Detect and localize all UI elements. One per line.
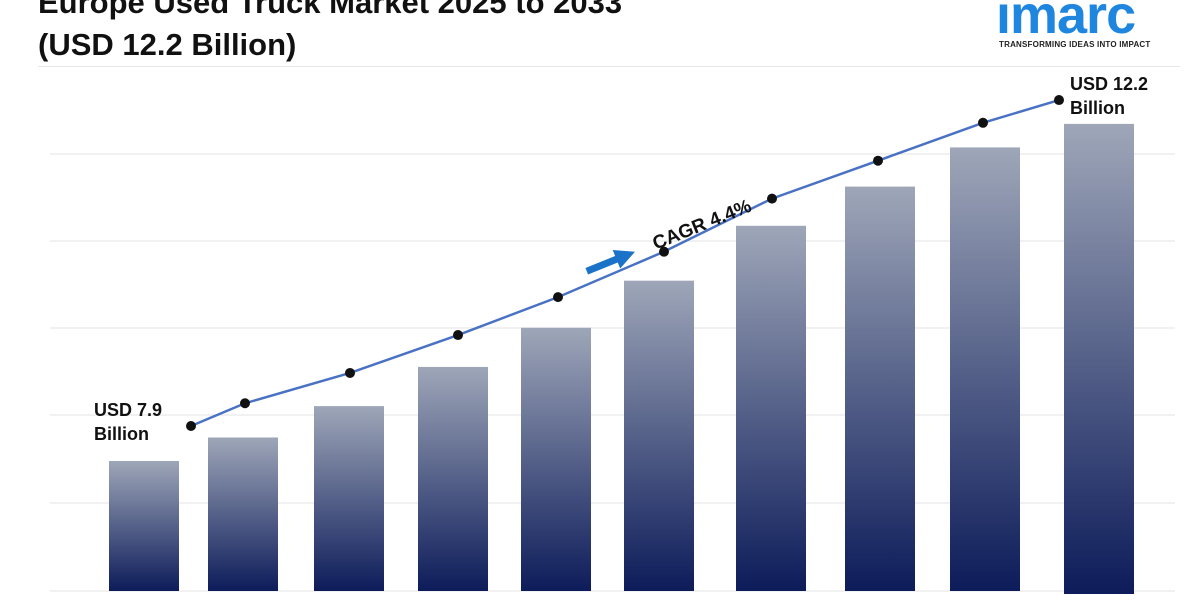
cagr-arrow-shaft xyxy=(585,255,620,275)
bar-1 xyxy=(109,461,179,591)
trend-line-group xyxy=(190,98,1060,428)
chart-title-line-1: Europe Used Truck Market 2025 to 2033 xyxy=(38,0,623,20)
start-value-callout: USD 7.9 Billion xyxy=(94,398,162,446)
trend-point-9 xyxy=(978,117,988,128)
start-value-line-1: USD 7.9 xyxy=(94,400,163,420)
chart-subtitle: (USD 12.2 Billion) xyxy=(38,27,297,62)
trend-point-10 xyxy=(1054,95,1064,106)
bar-4 xyxy=(418,366,488,591)
end-value-line-2: Billion xyxy=(1070,98,1125,118)
trend-line xyxy=(190,98,1060,428)
bar-6 xyxy=(624,280,694,591)
trend-point-7 xyxy=(767,193,777,204)
trend-point-4 xyxy=(453,330,463,341)
trend-markers xyxy=(186,95,1064,431)
trend-point-5 xyxy=(553,292,563,303)
trend-point-6 xyxy=(659,246,669,257)
trend-point-3 xyxy=(345,367,355,378)
end-value-callout: USD 12.2 Billion xyxy=(1070,72,1148,120)
bar-8 xyxy=(845,186,915,591)
imarc-logo: imarc TRANSFORMING IDEAS INTO IMPACT xyxy=(996,0,1196,54)
bar-10 xyxy=(1064,123,1134,594)
end-value-line-1: USD 12.2 xyxy=(1070,74,1149,94)
trend-point-1 xyxy=(186,421,196,431)
bars xyxy=(109,123,1134,594)
logo-tagline: TRANSFORMING IDEAS INTO IMPACT xyxy=(999,40,1151,49)
trend-point-2 xyxy=(240,398,250,409)
chart-title: Europe Used Truck Market 2025 to 2033 (U… xyxy=(38,0,622,66)
bar-3 xyxy=(314,406,384,591)
bar-9 xyxy=(950,147,1020,591)
bar-5 xyxy=(521,327,591,591)
trend-point-8 xyxy=(873,155,883,166)
bar-2 xyxy=(208,437,278,591)
header-divider xyxy=(38,66,1180,67)
cagr-annotation: CAGR 4.4% xyxy=(585,196,755,275)
logo-wordmark: imarc xyxy=(996,0,1136,45)
bar-7 xyxy=(736,225,806,592)
start-value-line-2: Billion xyxy=(94,424,149,444)
cagr-arrow-icon xyxy=(612,249,635,269)
